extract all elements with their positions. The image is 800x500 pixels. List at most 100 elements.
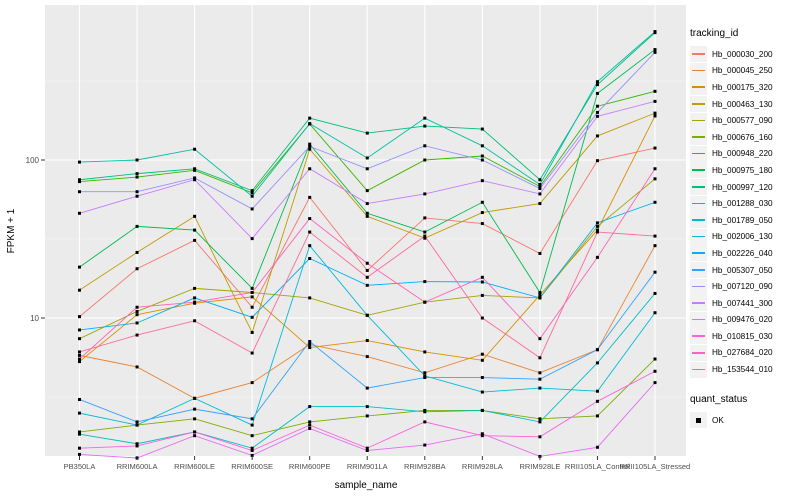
data-point [595, 224, 599, 228]
legend-key-swatch [690, 195, 707, 212]
data-point [423, 410, 427, 414]
legend-entry-label: Hb_001288_030 [712, 199, 773, 209]
data-point [193, 167, 197, 171]
data-point [78, 411, 81, 415]
legend-line-icon [692, 285, 705, 288]
data-point [480, 293, 484, 297]
data-point [653, 244, 657, 248]
legend-entry-label: Hb_000045_250 [712, 66, 773, 76]
x-tick-label: RRIM901LA [347, 462, 388, 471]
data-point [193, 396, 197, 400]
legend-line-icon [692, 351, 705, 354]
data-point [653, 369, 657, 373]
data-point [653, 99, 657, 103]
legend-color-entries: Hb_000030_200 Hb_000045_250 Hb_000175_320 H… [690, 46, 800, 378]
data-point [250, 351, 254, 355]
filled-square-icon [696, 418, 701, 423]
legend-entry-label: Hb_000676_160 [712, 132, 773, 142]
legend-key-swatch [690, 228, 707, 245]
legend-entry: Hb_000030_200 [690, 46, 800, 63]
data-point [480, 275, 484, 279]
data-point [480, 408, 484, 412]
legend-key-swatch [690, 212, 707, 229]
legend-entry: Hb_000975_180 [690, 162, 800, 179]
data-point [135, 420, 139, 424]
data-point [538, 182, 542, 186]
data-point [308, 340, 312, 344]
data-point [538, 371, 542, 375]
data-point [365, 131, 369, 135]
data-point [653, 89, 657, 93]
data-point [595, 80, 599, 84]
data-point [135, 172, 139, 176]
data-point [308, 420, 312, 424]
legend-entry-label: Hb_002006_130 [712, 232, 773, 242]
legend-key-swatch [690, 262, 707, 279]
data-point [538, 377, 542, 381]
legend-line-icon [692, 368, 705, 371]
data-point [193, 178, 197, 182]
data-point [135, 365, 139, 369]
data-point [423, 236, 427, 240]
data-point [653, 50, 657, 54]
data-point [480, 432, 484, 436]
legend-entry: Hb_005307_050 [690, 262, 800, 279]
data-point [653, 234, 657, 238]
legend-entry: Hb_007441_300 [690, 295, 800, 312]
data-point [480, 316, 484, 320]
data-point [250, 207, 254, 211]
data-point [135, 333, 139, 337]
data-point [78, 357, 81, 361]
data-point [365, 405, 369, 409]
data-point [595, 361, 599, 365]
data-point [365, 414, 369, 418]
data-point [595, 399, 599, 403]
legend-entry: Hb_010815_030 [690, 328, 800, 345]
data-point [480, 376, 484, 380]
legend-line-icon [692, 252, 705, 255]
data-point [595, 104, 599, 108]
data-point [308, 147, 312, 151]
legend-entry: Hb_002226_040 [690, 245, 800, 262]
data-point [193, 417, 197, 421]
data-point [135, 444, 139, 448]
data-point [653, 111, 657, 115]
legend-entry: Hb_001288_030 [690, 195, 800, 212]
legend-line-icon [692, 219, 705, 221]
data-point [135, 250, 139, 254]
data-point [308, 423, 312, 427]
data-point [538, 187, 542, 191]
data-point [250, 237, 254, 241]
data-point [135, 305, 139, 309]
legend-key-swatch [690, 412, 707, 429]
data-point [250, 434, 254, 438]
data-point [423, 443, 427, 447]
data-point [595, 159, 599, 163]
data-point [480, 280, 484, 284]
data-point [538, 337, 542, 341]
data-point [365, 275, 369, 279]
legend-line-icon [692, 136, 705, 138]
data-point [365, 446, 369, 450]
data-point [365, 339, 369, 343]
legend-key-swatch [690, 344, 707, 361]
data-point [308, 230, 312, 234]
data-point [480, 158, 484, 162]
legend-entry-label: Hb_010815_030 [712, 331, 773, 341]
data-point [595, 110, 599, 114]
legend-shape-entries: OK [690, 412, 800, 429]
data-point [308, 217, 312, 221]
data-point [193, 300, 197, 304]
legend-line-icon [692, 335, 705, 337]
data-point [78, 350, 81, 354]
data-point [423, 374, 427, 378]
data-point [250, 305, 254, 309]
legend-shape-section: quant_status OK [690, 394, 800, 429]
data-point [653, 48, 657, 52]
legend-entry-label: Hb_000030_200 [712, 49, 773, 59]
data-point [308, 405, 312, 409]
data-point [135, 267, 139, 271]
data-point [365, 167, 369, 171]
